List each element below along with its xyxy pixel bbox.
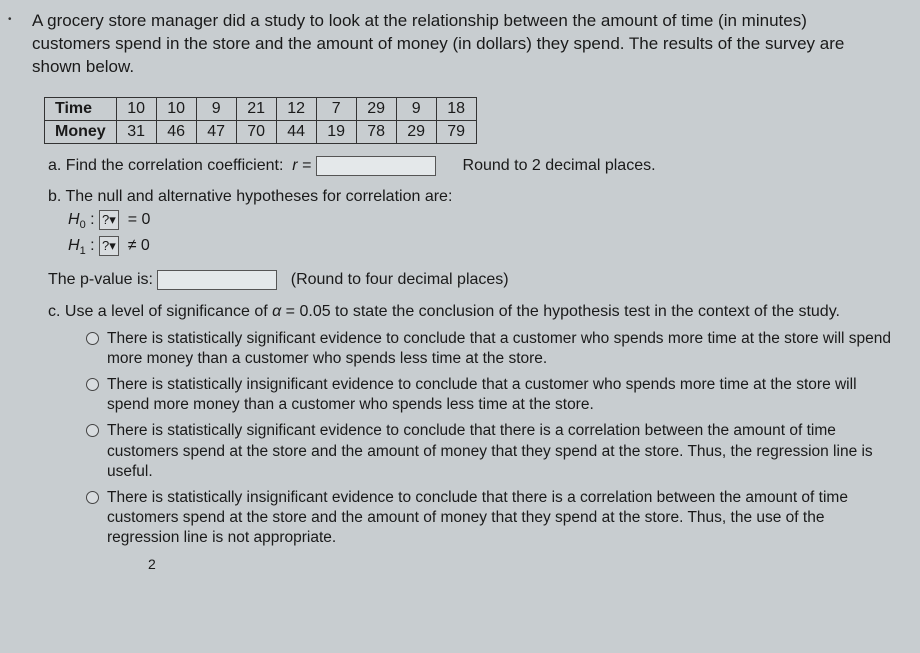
pvalue-input[interactable] [157, 270, 277, 290]
equals: = [302, 157, 311, 174]
table-cell: 9 [196, 97, 236, 120]
answer-option[interactable]: There is statistically significant evide… [86, 329, 896, 369]
table-cell: 9 [396, 97, 436, 120]
table-cell: 29 [356, 97, 396, 120]
table-row-label: Money [45, 120, 117, 143]
h1-sym: H [68, 237, 80, 254]
table-cell: 12 [276, 97, 316, 120]
answer-text: There is statistically insignificant evi… [107, 375, 896, 415]
table-cell: 47 [196, 120, 236, 143]
h1-eq: ≠ 0 [128, 237, 150, 254]
part-c-prefix-a: c. Use a level of significance of [48, 303, 272, 320]
radio-icon[interactable] [86, 491, 99, 504]
table-row-label: Time [45, 97, 117, 120]
r-symbol: r [292, 157, 297, 174]
data-table: Time101092112729918Money3146477044197829… [44, 97, 477, 144]
answer-option[interactable]: There is statistically insignificant evi… [86, 488, 896, 548]
h0-colon: : [90, 211, 94, 228]
answer-text: There is statistically insignificant evi… [107, 488, 896, 548]
h0-select[interactable]: ?▾ [99, 210, 119, 230]
table-cell: 44 [276, 120, 316, 143]
answer-option[interactable]: There is statistically significant evide… [86, 421, 896, 481]
alpha-symbol: α [272, 303, 281, 320]
part-a: a. Find the correlation coefficient: r =… [48, 154, 896, 177]
table-cell: 70 [236, 120, 276, 143]
table-cell: 29 [396, 120, 436, 143]
h0-sym: H [68, 211, 80, 228]
table-cell: 19 [316, 120, 356, 143]
table-cell: 78 [356, 120, 396, 143]
footer-number: 2 [148, 554, 896, 574]
table-cell: 79 [436, 120, 476, 143]
table-cell: 10 [156, 97, 196, 120]
table-cell: 7 [316, 97, 356, 120]
part-c: c. Use a level of significance of α = 0.… [48, 300, 896, 323]
round-note: Round to 2 decimal places. [463, 157, 656, 174]
pvalue-note: (Round to four decimal places) [291, 271, 509, 288]
h1-colon: : [90, 237, 94, 254]
h1-select[interactable]: ?▾ [99, 236, 119, 256]
part-b: b. The null and alternative hypotheses f… [48, 185, 896, 292]
radio-icon[interactable] [86, 378, 99, 391]
part-b-label: b. The null and alternative hypotheses f… [48, 188, 452, 205]
radio-icon[interactable] [86, 424, 99, 437]
list-bullet: • [8, 14, 12, 25]
table-cell: 10 [116, 97, 156, 120]
h1-sub: 1 [80, 246, 86, 258]
part-c-prefix-b: = 0.05 to state the conclusion of the hy… [281, 303, 840, 320]
h0-sub: 0 [80, 219, 86, 231]
table-cell: 46 [156, 120, 196, 143]
h0-eq: = 0 [128, 211, 151, 228]
part-a-label: a. Find the correlation coefficient: [48, 157, 283, 174]
answer-text: There is statistically significant evide… [107, 421, 896, 481]
table-cell: 21 [236, 97, 276, 120]
radio-icon[interactable] [86, 332, 99, 345]
table-cell: 31 [116, 120, 156, 143]
answer-text: There is statistically significant evide… [107, 329, 896, 369]
r-input[interactable] [316, 156, 436, 176]
answer-option[interactable]: There is statistically insignificant evi… [86, 375, 896, 415]
problem-intro: A grocery store manager did a study to l… [32, 10, 886, 79]
pvalue-label: The p-value is: [48, 271, 153, 288]
table-cell: 18 [436, 97, 476, 120]
